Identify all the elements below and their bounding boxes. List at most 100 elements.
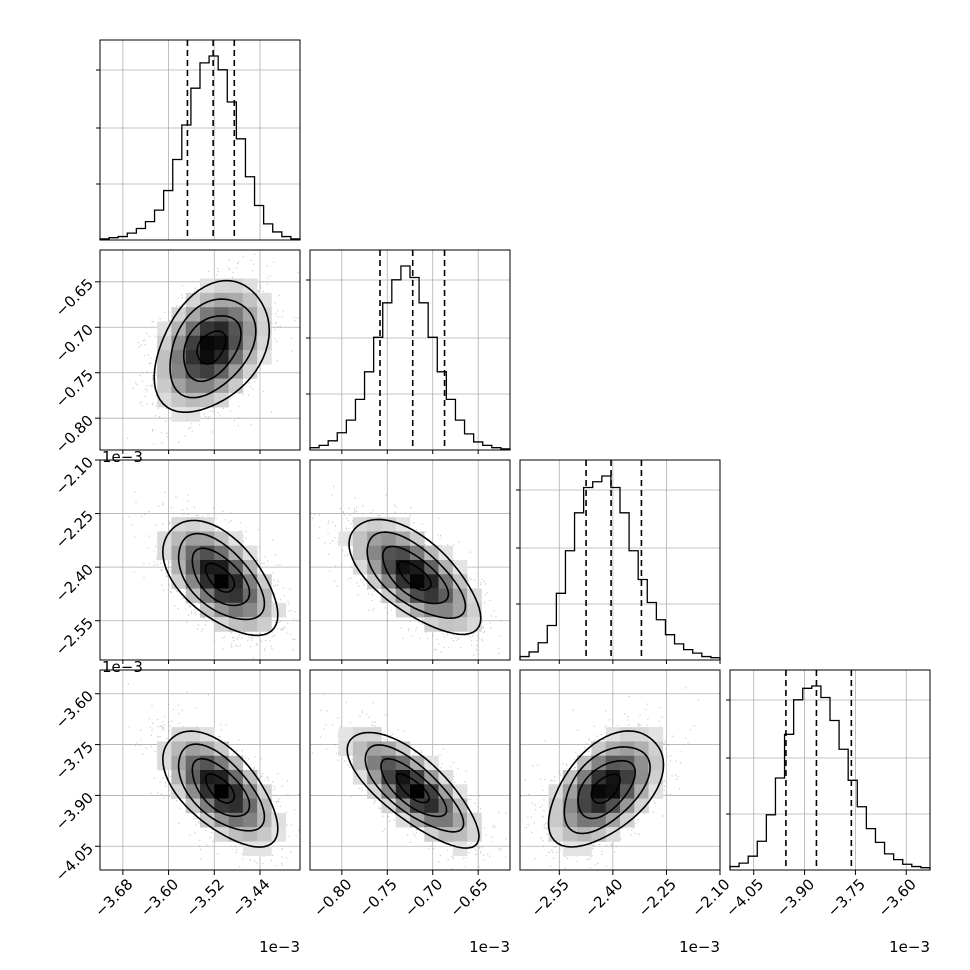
density-cell xyxy=(577,812,592,828)
x-offset-label: 1e−3 xyxy=(679,938,720,956)
y-tick-label: −0.70 xyxy=(52,321,97,366)
density-cell xyxy=(381,560,397,575)
density-cell xyxy=(228,827,244,842)
density-cell xyxy=(157,392,172,408)
y-tick-label: −3.75 xyxy=(52,738,97,783)
density-cell xyxy=(605,755,621,771)
histogram-step xyxy=(309,265,511,450)
density-cell xyxy=(171,574,187,589)
density-cell xyxy=(171,350,187,365)
panel-frame xyxy=(309,459,511,661)
contour-3 xyxy=(153,279,271,413)
density-cell xyxy=(424,574,439,589)
x-tick-label: −0.65 xyxy=(447,875,492,920)
density-cell xyxy=(185,392,201,408)
density-cell xyxy=(200,335,215,351)
density-cell xyxy=(257,292,272,308)
density-cell xyxy=(257,841,272,857)
density-cell xyxy=(620,798,635,814)
density-cell xyxy=(257,321,272,337)
density-cell xyxy=(214,531,229,547)
pair-panel-2-0 xyxy=(99,459,301,661)
density-cell xyxy=(200,517,215,532)
density-cell xyxy=(620,812,635,828)
density-cell xyxy=(352,531,368,547)
density-cell xyxy=(591,784,607,799)
marginal-hist-3 xyxy=(726,669,931,871)
panel-content xyxy=(520,670,720,870)
x-tick-label: −3.44 xyxy=(228,875,273,920)
contour-0 xyxy=(395,773,431,804)
density-cell xyxy=(228,617,244,632)
density-cell xyxy=(242,292,258,308)
density-cell xyxy=(424,588,439,604)
density-cell xyxy=(157,378,172,394)
density-cell xyxy=(157,350,172,365)
panel-frame xyxy=(519,459,721,661)
contour-1 xyxy=(191,757,251,818)
panel-frame xyxy=(99,669,301,871)
contour-2 xyxy=(364,744,465,833)
density-cell xyxy=(452,784,468,799)
density-cell xyxy=(438,602,454,618)
panel-frame xyxy=(729,669,931,871)
density-cell xyxy=(171,392,187,408)
density-cell xyxy=(200,364,215,379)
density-cell xyxy=(548,812,564,828)
contour-0 xyxy=(196,330,227,365)
density-cell xyxy=(200,588,215,604)
panel-frame xyxy=(99,249,301,451)
density-cell xyxy=(171,784,187,799)
density-cell xyxy=(214,755,229,771)
density-cell xyxy=(562,798,578,814)
density-cell xyxy=(185,588,201,604)
density-cell xyxy=(157,755,172,771)
contour-2 xyxy=(366,531,467,620)
density-cell xyxy=(367,784,382,799)
density-cell xyxy=(381,531,397,547)
density-cell xyxy=(577,770,592,785)
contour-3 xyxy=(348,518,482,636)
density-cell xyxy=(648,727,664,742)
x-tick-label: −0.80 xyxy=(310,875,355,920)
density-cell xyxy=(171,770,187,785)
panel-grid xyxy=(96,39,931,871)
panel-frame xyxy=(99,39,301,241)
density-cell xyxy=(634,727,649,742)
density-cell xyxy=(185,378,201,394)
density-cell xyxy=(157,545,172,561)
panel-frame xyxy=(99,459,301,661)
density-cell xyxy=(185,335,201,351)
x-offset-label: 1e−3 xyxy=(469,938,510,956)
density-cell xyxy=(620,741,635,757)
density-cell xyxy=(242,364,258,379)
density-cell xyxy=(214,602,229,618)
x-tick-label: −4.05 xyxy=(722,875,767,920)
density-cell xyxy=(214,335,229,351)
density-cell xyxy=(200,755,215,771)
density-cell xyxy=(438,560,454,575)
density-cell xyxy=(367,770,382,785)
density-cell xyxy=(242,307,258,322)
density-cell xyxy=(214,812,229,828)
panel-content xyxy=(310,460,510,660)
density-cell xyxy=(410,545,425,561)
density-cell xyxy=(214,392,229,408)
density-cell xyxy=(185,364,201,379)
density-cell xyxy=(257,574,272,589)
contour-0 xyxy=(204,773,236,804)
density-cell xyxy=(620,727,635,742)
pair-panel-3-1 xyxy=(309,669,511,871)
y-offset-label: 1e−3 xyxy=(102,658,143,676)
density-cell xyxy=(200,784,215,799)
y-tick-label: −2.10 xyxy=(52,453,97,498)
density-cell xyxy=(452,841,468,857)
density-cell xyxy=(424,770,439,785)
density-cell xyxy=(452,560,468,575)
density-cell xyxy=(171,560,187,575)
y-tick-label: −0.65 xyxy=(52,275,97,320)
x-tick-label: −0.70 xyxy=(401,875,446,920)
y-tick-label: −2.40 xyxy=(52,560,97,605)
x-tick-label: −2.25 xyxy=(635,875,680,920)
